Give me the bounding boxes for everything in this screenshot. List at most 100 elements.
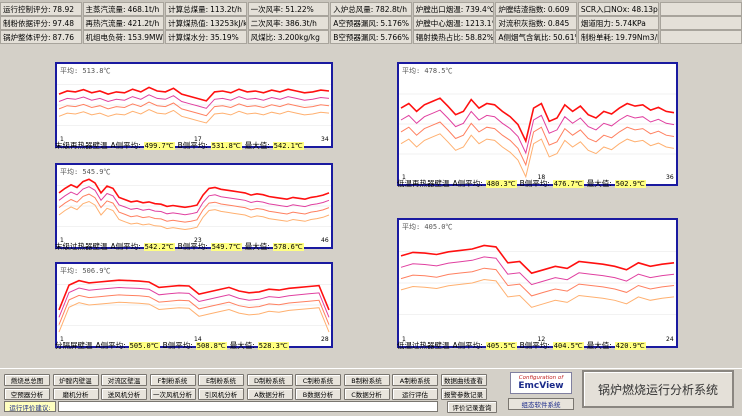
status-cell: 计算煤水分: 35.19% xyxy=(165,30,247,44)
nav-button[interactable]: B制粉系统 xyxy=(343,374,390,386)
status-cell: 辐射换热占比: 58.82% xyxy=(412,30,495,44)
nav-button[interactable]: 引风机分析 xyxy=(198,388,244,400)
series-line-1 xyxy=(58,279,330,311)
status-label: 二次风率: xyxy=(250,18,284,28)
nav-button[interactable]: 对流区壁温 xyxy=(101,374,147,386)
status-value: 5.176% xyxy=(380,18,409,28)
status-cell: 炉膛出口烟温: 739.4℃ xyxy=(412,2,495,16)
nav-button[interactable]: 报警参数记录 xyxy=(440,388,487,400)
status-label: 入炉总风量: xyxy=(333,4,374,14)
nav-button[interactable]: 送风机分析 xyxy=(101,388,147,400)
caption-m-label: 最大值: xyxy=(244,141,270,150)
status-cell: 主蒸汽流量: 468.1t/h xyxy=(82,2,165,16)
nav-button[interactable]: 磨机分析 xyxy=(52,388,99,400)
status-label: 再热汽流量: xyxy=(85,18,126,28)
caption-a: 405.5℃ xyxy=(485,341,517,350)
logo-sub-button[interactable]: 组态软件系统 xyxy=(508,398,574,410)
status-label: 一次风率: xyxy=(250,4,284,14)
nav-button[interactable]: E制粉系统 xyxy=(198,374,244,386)
caption-b-label: B侧平均: xyxy=(519,179,550,188)
caption-name: 低温再热器壁温 xyxy=(397,179,450,188)
history-query-button[interactable]: 评价记录查询 xyxy=(447,401,497,413)
status-label: SCR入口NOx: xyxy=(580,4,630,14)
status-label: 机组电负荷: xyxy=(85,32,126,42)
status-cell: A侧烟气含氧比:50.61% xyxy=(495,30,577,44)
series-line-3 xyxy=(58,101,330,117)
nav-button[interactable]: B数据分析 xyxy=(295,388,341,400)
status-value: 48.13ppm xyxy=(631,4,659,14)
status-value: 153.9MW xyxy=(127,32,163,42)
caption-b-label: B侧平均: xyxy=(519,341,550,350)
caption-a: 505.0℃ xyxy=(128,341,160,350)
caption-m: 420.9℃ xyxy=(614,341,646,350)
caption-a: 542.2℃ xyxy=(143,242,175,251)
status-label: 烟道阻力: xyxy=(580,18,614,28)
nav-button[interactable]: 炉膛内壁温 xyxy=(52,374,99,386)
status-value: 782.8t/h xyxy=(375,4,407,14)
nav-button[interactable]: 空预器分析 xyxy=(4,388,50,400)
series-line-2 xyxy=(58,286,330,318)
nav-button[interactable]: 燃烧总总图 xyxy=(4,374,50,386)
series-line-4 xyxy=(58,108,330,124)
caption-a: 480.3℃ xyxy=(485,179,517,188)
series-line-1 xyxy=(400,244,675,275)
x-tick-label: 34 xyxy=(321,136,329,143)
series-line-2 xyxy=(400,256,675,286)
chart-caption: 低温过热器壁温 A侧平均: 405.5℃ B侧平均: 404.5℃ 最大值: 420.9℃ xyxy=(397,340,646,351)
x-tick-label: 23 xyxy=(194,237,202,244)
x-tick-label: 36 xyxy=(666,174,674,181)
caption-m-label: 最大值: xyxy=(586,341,612,350)
caption-a: 499.7℃ xyxy=(143,141,175,150)
chart-panel-rh-low: 平均: 478.5℃ 1 18 36 xyxy=(397,62,678,186)
x-tick-label: 1 xyxy=(60,336,64,343)
status-label: A空预器漏风: xyxy=(333,18,379,28)
nav-button[interactable]: A数据分析 xyxy=(246,388,293,400)
status-label: 制粉依据评分: xyxy=(3,18,51,28)
series-line-3 xyxy=(58,193,330,223)
nav-button[interactable]: C数据分析 xyxy=(343,388,390,400)
series-line-4 xyxy=(400,133,675,179)
status-cell: 再热汽流量: 421.2t/h xyxy=(82,16,165,30)
caption-b: 508.8℃ xyxy=(195,341,227,350)
nav-button[interactable]: C制粉系统 xyxy=(295,374,341,386)
status-value: 58.82% xyxy=(465,32,494,42)
chart-panel-rh-final: 平均: 513.8℃ 1 17 34 xyxy=(55,62,333,148)
status-value: 421.2t/h xyxy=(127,18,160,28)
caption-a-label: A侧平均: xyxy=(110,141,141,150)
caption-m-label: 最大值: xyxy=(229,341,255,350)
nav-button[interactable]: A制粉系统 xyxy=(392,374,438,386)
nav-button[interactable]: 数据曲线查看 xyxy=(440,374,487,386)
status-cell: 二次风率: 386.3t/h xyxy=(247,16,330,30)
caption-b: 531.8℃ xyxy=(210,141,242,150)
x-tick-label: 14 xyxy=(194,336,202,343)
x-tick-label: 12 xyxy=(537,336,546,343)
advice-input[interactable] xyxy=(58,401,438,412)
nav-button[interactable]: 一次风机分析 xyxy=(149,388,196,400)
status-label: 对流积灰指数: xyxy=(498,18,546,28)
status-cell: 一次风率: 51.22% xyxy=(247,2,330,16)
caption-name: 末级过热器壁温 xyxy=(55,242,108,251)
nav-button[interactable]: D制粉系统 xyxy=(246,374,293,386)
status-label: 计算煤热值: xyxy=(168,18,209,28)
series-line-3 xyxy=(58,294,330,325)
status-cell: 风煤比: 3.200kg/kg xyxy=(247,30,330,44)
chart-caption: 分隔屏壁温 A侧平均: 505.0℃ B侧平均: 508.8℃ 最大值: 528.3℃ xyxy=(55,340,289,351)
series-line-1 xyxy=(58,178,330,209)
status-cell: 计算煤热值:13253kJ/kg xyxy=(165,16,247,30)
nav-button[interactable]: F制粉系统 xyxy=(149,374,196,386)
status-cell: 锅炉整体评分: 87.76 xyxy=(0,30,82,44)
chart-average-label: 平均: 545.9℃ xyxy=(60,168,111,176)
caption-name: 末级再热器壁温 xyxy=(55,141,108,150)
status-label: 锅炉整体评分: xyxy=(3,32,51,42)
status-cell: 炉膛结渣指数: 0.609 xyxy=(495,2,577,16)
chart-caption: 低温再热器壁温 A侧平均: 480.3℃ B侧平均: 476.7℃ 最大值: 502.9℃ xyxy=(397,178,646,189)
caption-b-label: B侧平均: xyxy=(162,341,193,350)
status-cell: A空预器漏风: 5.176% xyxy=(330,16,412,30)
status-cell: SCR入口NOx:48.13ppm xyxy=(577,2,660,16)
nav-button[interactable]: 运行评估 xyxy=(392,388,438,400)
status-value: 739.4℃ xyxy=(465,4,495,14)
caption-a-label: A侧平均: xyxy=(452,341,483,350)
x-tick-label: 1 xyxy=(60,136,64,143)
status-cell: 烟道阻力: 5.74KPa xyxy=(577,16,660,30)
logo-top-text: Configuration of xyxy=(518,375,564,381)
